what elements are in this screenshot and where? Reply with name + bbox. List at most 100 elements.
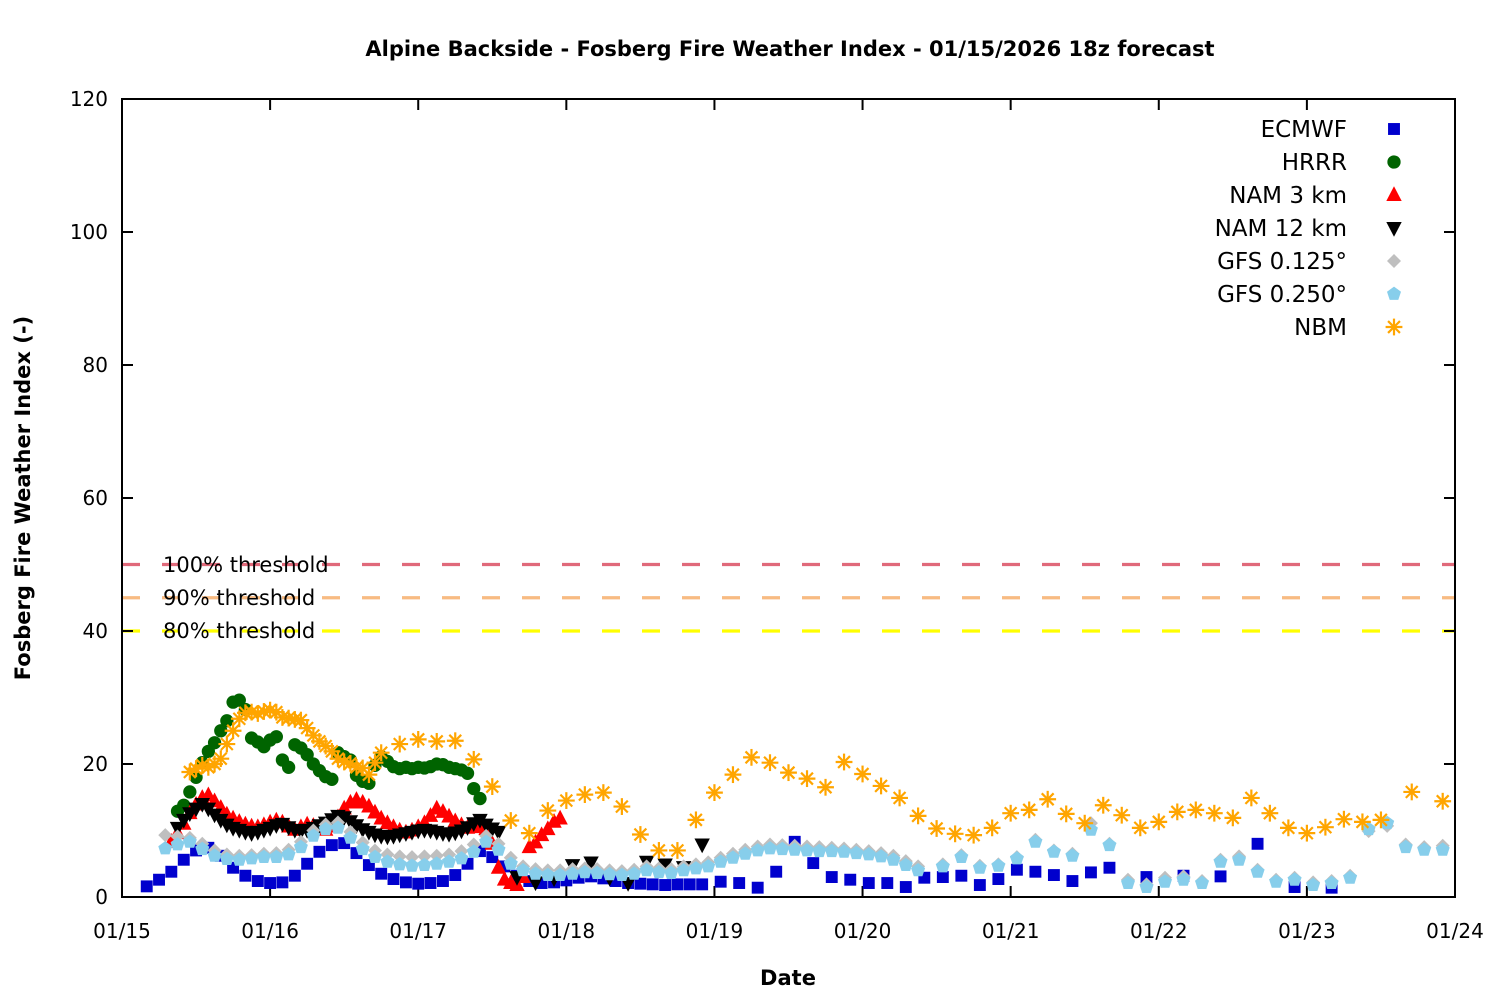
marker <box>609 875 622 887</box>
marker <box>1324 875 1339 889</box>
marker <box>578 787 592 802</box>
marker <box>837 755 851 769</box>
marker <box>935 859 950 873</box>
marker <box>460 766 475 780</box>
marker <box>1170 805 1185 819</box>
marker <box>812 843 827 858</box>
marker <box>929 821 944 836</box>
marker <box>1232 852 1246 866</box>
marker <box>1010 863 1023 876</box>
marker <box>158 841 173 855</box>
marker <box>1096 798 1110 812</box>
marker <box>651 865 666 879</box>
marker <box>1269 874 1284 888</box>
legend-label: NBM <box>1294 315 1347 341</box>
y-tick-label: 60 <box>83 486 108 510</box>
marker <box>844 873 857 886</box>
marker <box>696 878 709 891</box>
marker <box>1022 803 1036 817</box>
marker <box>985 821 999 835</box>
marker <box>220 737 234 751</box>
legend-label: GFS 0.250° <box>1217 282 1347 308</box>
axis-ticks-group: 01/15 01/16 01/17 01/18 01/19 01/20 01/21 01/22… <box>70 87 1484 943</box>
marker <box>535 877 548 889</box>
marker <box>701 859 716 873</box>
marker <box>1244 791 1259 805</box>
marker <box>528 866 543 880</box>
x-tick-label: 01/20 <box>834 919 892 943</box>
marker <box>1281 821 1296 835</box>
marker <box>770 865 783 878</box>
marker <box>825 871 838 883</box>
marker <box>572 871 585 884</box>
marker <box>288 869 301 882</box>
marker <box>683 878 696 891</box>
marker <box>1300 826 1314 840</box>
threshold-label-90: 90% threshold <box>163 586 315 610</box>
marker <box>412 877 425 890</box>
marker <box>898 857 913 871</box>
marker <box>954 849 969 863</box>
marker <box>256 849 271 863</box>
marker <box>183 785 197 799</box>
marker <box>479 834 493 848</box>
marker <box>355 761 370 775</box>
marker <box>614 867 629 881</box>
legend-entry-nbm: NBM <box>1294 315 1403 341</box>
marker <box>263 703 277 717</box>
marker <box>639 863 654 877</box>
marker <box>1405 785 1419 799</box>
marker <box>1318 820 1333 834</box>
marker <box>195 841 210 856</box>
marker <box>325 772 339 786</box>
marker <box>750 843 765 857</box>
marker <box>689 813 703 827</box>
marker <box>1066 875 1079 887</box>
marker <box>491 842 506 856</box>
legend: ECMWF HRRR NAM 3 km NAM 12 km GFS 0.125° GFS … <box>1215 117 1403 341</box>
marker <box>1078 816 1092 830</box>
marker <box>276 876 289 889</box>
marker <box>694 838 710 854</box>
marker <box>1250 864 1265 878</box>
marker <box>540 867 555 881</box>
marker <box>787 842 802 856</box>
legend-entry-ecmwf: ECMWF <box>1261 117 1400 143</box>
marker <box>207 736 222 750</box>
marker <box>165 865 178 878</box>
marker <box>955 869 968 882</box>
legend-entry-gfs-0-125-: GFS 0.125° <box>1217 249 1401 275</box>
legend-label: GFS 0.125° <box>1217 249 1347 275</box>
marker <box>583 856 599 872</box>
marker <box>498 860 511 873</box>
x-tick-label: 01/16 <box>241 919 299 943</box>
marker <box>490 858 507 874</box>
marker <box>466 844 481 858</box>
marker <box>449 869 462 882</box>
legend-entry-nam-3-km: NAM 3 km <box>1229 183 1402 209</box>
marker <box>1059 807 1073 821</box>
legend-entry-gfs-0-250-: GFS 0.250° <box>1217 282 1401 308</box>
marker <box>837 844 851 858</box>
marker <box>1140 871 1153 883</box>
x-tick-label: 01/19 <box>686 919 744 943</box>
marker <box>281 711 296 725</box>
marker <box>1214 870 1227 883</box>
marker <box>1040 792 1055 806</box>
marker <box>1387 155 1401 169</box>
marker <box>1251 837 1264 850</box>
marker <box>301 857 314 870</box>
marker <box>342 815 359 830</box>
marker <box>1046 844 1061 858</box>
marker <box>331 820 345 834</box>
marker <box>312 734 327 749</box>
marker <box>1374 813 1388 827</box>
marker <box>892 791 907 805</box>
y-tick-label: 80 <box>83 353 108 377</box>
marker <box>336 811 352 826</box>
y-tick-label: 20 <box>83 752 108 776</box>
marker <box>486 851 499 864</box>
marker <box>281 847 296 861</box>
